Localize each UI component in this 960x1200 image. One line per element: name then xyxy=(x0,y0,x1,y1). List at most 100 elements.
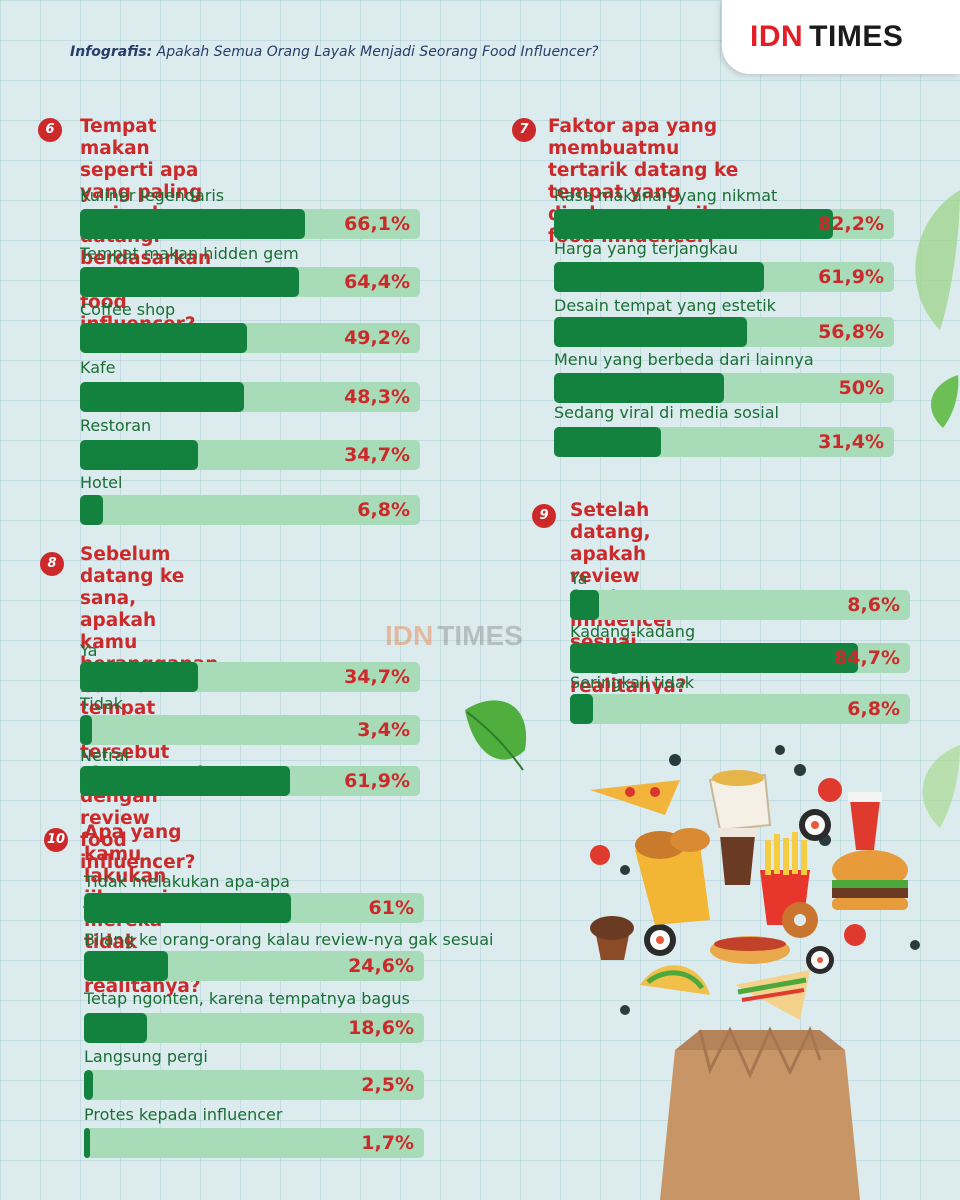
bar-fill xyxy=(80,323,248,353)
bar-category-label: Ya xyxy=(80,641,98,660)
bar-category-label: Protes kepada influencer xyxy=(84,1105,283,1124)
bar-fill xyxy=(554,373,724,403)
bar-fill xyxy=(554,317,748,347)
bar-fill xyxy=(84,1013,148,1043)
logo-box: IDN TIMES xyxy=(722,0,960,74)
question-number: 8 xyxy=(40,552,64,576)
logo-idn: IDN xyxy=(750,20,804,53)
bar-value-label: 50% xyxy=(838,377,884,399)
bar-value-label: 34,7% xyxy=(344,666,410,688)
bar-category-label: Harga yang terjangkau xyxy=(554,239,739,258)
bar-value-label: 66,1% xyxy=(344,213,410,235)
bar-fill xyxy=(570,643,858,673)
bar-track: 48,3% xyxy=(80,382,420,412)
leaf-decoration-right-mid xyxy=(931,375,959,428)
logo-times: TIMES xyxy=(809,20,904,53)
bar-value-label: 3,4% xyxy=(357,719,410,741)
leaf-decoration-right-low xyxy=(922,745,960,828)
bar-category-label: Netral xyxy=(80,746,129,765)
bar-fill xyxy=(84,893,292,923)
bar-value-label: 6,8% xyxy=(847,698,900,720)
question-number: 9 xyxy=(532,504,556,528)
bar-category-label: Rasa makanan yang nikmat xyxy=(554,186,778,205)
bar-track: 3,4% xyxy=(80,715,420,745)
bar-value-label: 31,4% xyxy=(818,431,884,453)
bar-category-label: Ya xyxy=(570,569,588,588)
bar-fill xyxy=(80,715,92,745)
watermark-times: TIMES xyxy=(437,620,523,651)
bar-track: 49,2% xyxy=(80,323,420,353)
bar-track: 2,5% xyxy=(84,1070,424,1100)
bar-category-label: Sedang viral di media sosial xyxy=(554,403,779,422)
bar-fill xyxy=(80,382,245,412)
bar-track: 66,1% xyxy=(80,209,420,239)
leaf-decoration-right-top xyxy=(915,190,960,330)
bar-fill xyxy=(554,262,765,292)
infographic-header: Infografis: Apakah Semua Orang Layak Men… xyxy=(70,44,598,60)
bar-value-label: 61,9% xyxy=(344,770,410,792)
bar-category-label: Tetap ngonten, karena tempatnya bagus xyxy=(84,989,410,1008)
bar-fill xyxy=(84,951,168,981)
bar-category-label: Langsung pergi xyxy=(84,1047,208,1066)
bar-value-label: 18,6% xyxy=(348,1017,414,1039)
bar-value-label: 61,9% xyxy=(818,266,884,288)
bar-value-label: 84,7% xyxy=(834,647,900,669)
bar-value-label: 49,2% xyxy=(344,327,410,349)
bar-value-label: 6,8% xyxy=(357,499,410,521)
bar-fill xyxy=(80,662,198,692)
question-number: 6 xyxy=(38,118,62,142)
bar-category-label: Kadang-kadang xyxy=(570,622,696,641)
header-title: Apakah Semua Orang Layak Menjadi Seorang… xyxy=(156,44,599,60)
bar-fill xyxy=(554,427,661,457)
bar-track: 50% xyxy=(554,373,894,403)
bar-fill xyxy=(80,267,299,297)
bar-fill xyxy=(570,694,594,724)
bar-value-label: 82,2% xyxy=(818,213,884,235)
bar-category-label: Coffee shop xyxy=(80,300,176,319)
bar-value-label: 48,3% xyxy=(344,386,410,408)
bar-track: 34,7% xyxy=(80,662,420,692)
bar-track: 34,7% xyxy=(80,440,420,470)
watermark: IDN TIMES xyxy=(385,620,523,652)
bar-category-label: Seringkali tidak xyxy=(570,673,695,692)
bar-value-label: 64,4% xyxy=(344,271,410,293)
bar-fill xyxy=(554,209,834,239)
food-illustration xyxy=(590,745,920,1200)
bar-fill xyxy=(84,1128,90,1158)
bar-value-label: 24,6% xyxy=(348,955,414,977)
bar-track: 82,2% xyxy=(554,209,894,239)
bar-track: 8,6% xyxy=(570,590,910,620)
bar-track: 64,4% xyxy=(80,267,420,297)
bar-category-label: Kafe xyxy=(80,358,116,377)
bar-track: 61% xyxy=(84,893,424,923)
bar-track: 31,4% xyxy=(554,427,894,457)
bar-fill xyxy=(80,495,104,525)
bar-track: 18,6% xyxy=(84,1013,424,1043)
bar-category-label: Menu yang berbeda dari lainnya xyxy=(554,350,814,369)
bar-fill xyxy=(80,766,291,796)
bar-track: 84,7% xyxy=(570,643,910,673)
bar-fill xyxy=(80,440,198,470)
watermark-idn: IDN xyxy=(385,620,434,651)
bar-track: 61,9% xyxy=(554,262,894,292)
bar-value-label: 61% xyxy=(368,897,414,919)
bar-category-label: Desain tempat yang estetik xyxy=(554,296,776,315)
question-number: 7 xyxy=(512,118,536,142)
bar-fill xyxy=(84,1070,93,1100)
bar-category-label: Tidak melakukan apa-apa xyxy=(84,872,290,891)
bar-category-label: Kuliner legendaris xyxy=(80,186,225,205)
bar-value-label: 34,7% xyxy=(344,444,410,466)
bar-category-label: Bilang ke orang-orang kalau review-nya g… xyxy=(84,930,494,949)
bar-value-label: 2,5% xyxy=(361,1074,414,1096)
question-number: 10 xyxy=(44,828,68,852)
bar-track: 56,8% xyxy=(554,317,894,347)
bar-track: 24,6% xyxy=(84,951,424,981)
bar-track: 6,8% xyxy=(570,694,910,724)
bar-category-label: Tempat makan hidden gem xyxy=(80,244,299,263)
bar-fill xyxy=(80,209,305,239)
bar-value-label: 1,7% xyxy=(361,1132,414,1154)
bar-category-label: Restoran xyxy=(80,416,152,435)
bar-track: 61,9% xyxy=(80,766,420,796)
bar-category-label: Tidak xyxy=(80,694,123,713)
header-prefix: Infografis: xyxy=(70,44,153,60)
